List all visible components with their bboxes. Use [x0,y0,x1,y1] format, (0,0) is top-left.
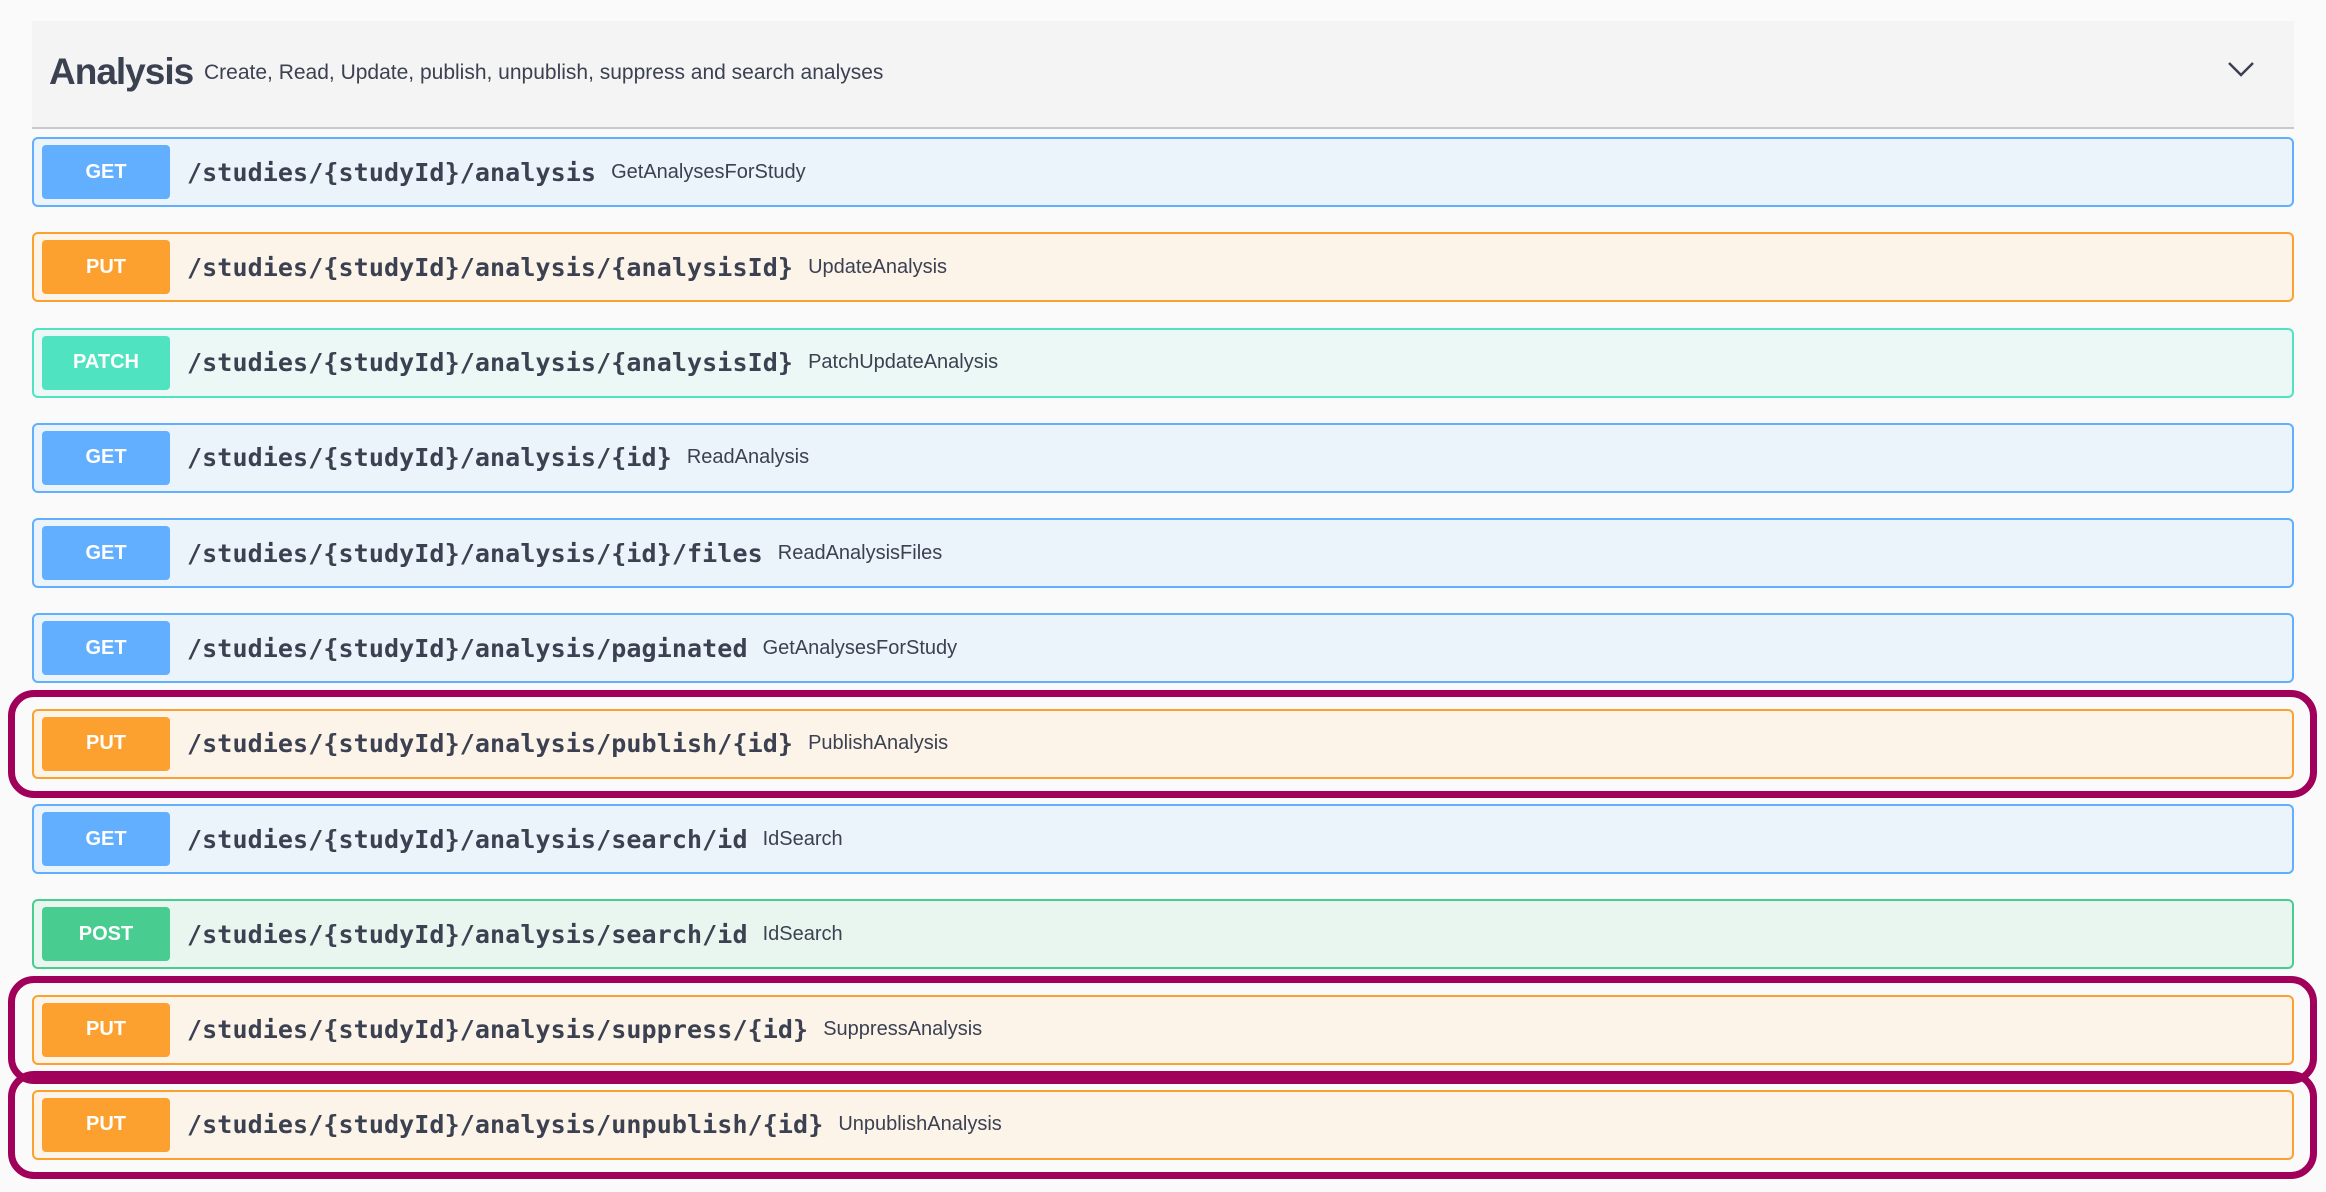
endpoint-summary: PatchUpdateAnalysis [808,351,999,374]
endpoint-summary: GetAnalysesForStudy [611,160,806,183]
section-header-analysis[interactable]: Analysis Create, Read, Update, publish, … [32,21,2294,129]
endpoint-summary: GetAnalysesForStudy [762,636,958,659]
endpoint-row[interactable]: PUT/studies/{studyId}/analysis/unpublish… [8,1070,2317,1179]
endpoint-row[interactable]: GET/studies/{studyId}/analysis/paginated… [32,613,2294,684]
endpoint-path: /studies/{studyId}/analysis/suppress/{id… [187,1015,809,1045]
method-badge: GET [42,145,170,199]
endpoint-path: /studies/{studyId}/analysis/{id} [187,443,672,473]
endpoint-path: /studies/{studyId}/analysis/{id}/files [187,538,763,568]
endpoint-row[interactable]: GET/studies/{studyId}/analysis/search/id… [32,804,2294,875]
method-badge: POST [42,907,170,962]
endpoint-summary: ReadAnalysis [686,446,810,469]
endpoint-summary: PublishAnalysis [808,732,949,755]
endpoint-row[interactable]: GET/studies/{studyId}/analysis/{id}/file… [32,518,2294,589]
method-badge: PUT [42,1002,170,1057]
method-badge: GET [42,812,170,867]
method-badge: PUT [42,240,170,295]
method-badge: GET [42,526,170,581]
endpoint-row[interactable]: PUT/studies/{studyId}/analysis/publish/{… [8,689,2317,798]
endpoint-summary: UnpublishAnalysis [838,1113,1002,1136]
endpoint-row[interactable]: PATCH/studies/{studyId}/analysis/{analys… [32,327,2294,398]
endpoint-path: /studies/{studyId}/analysis/publish/{id} [187,729,794,759]
endpoint-path: /studies/{studyId}/analysis/{analysisId} [187,252,794,282]
method-badge: GET [42,430,170,485]
method-badge: PATCH [42,335,170,390]
method-badge: PUT [42,716,170,771]
method-badge: PUT [42,1097,170,1152]
endpoint-path: /studies/{studyId}/analysis/{analysisId} [187,348,794,378]
endpoint-summary: SuppressAnalysis [823,1018,983,1041]
endpoint-row[interactable]: PUT/studies/{studyId}/analysis/suppress/… [8,975,2317,1084]
endpoint-path: /studies/{studyId}/analysis/unpublish/{i… [187,1110,824,1140]
endpoint-path: /studies/{studyId}/analysis [187,157,597,187]
endpoint-row[interactable]: GET/studies/{studyId}/analysis GetAnalyse… [32,137,2294,207]
endpoint-path: /studies/{studyId}/analysis/search/id [187,919,748,949]
section-description: Create, Read, Update, publish, unpublish… [204,61,884,84]
endpoint-row[interactable]: PUT/studies/{studyId}/analysis/{analysis… [32,232,2294,303]
endpoint-list: GET/studies/{studyId}/analysis GetAnalyse… [8,137,2317,1185]
method-badge: GET [42,621,170,676]
endpoint-summary: IdSearch [762,922,843,945]
chevron-down-icon[interactable] [2226,59,2256,79]
endpoint-row[interactable]: GET/studies/{studyId}/analysis/{id} ReadA… [32,422,2294,493]
section-title: Analysis [49,51,194,92]
endpoint-path: /studies/{studyId}/analysis/search/id [187,824,748,854]
endpoint-path: /studies/{studyId}/analysis/paginated [187,633,748,663]
endpoint-summary: IdSearch [762,827,843,850]
endpoint-row[interactable]: POST/studies/{studyId}/analysis/search/i… [32,899,2294,970]
endpoint-summary: UpdateAnalysis [808,255,948,278]
endpoint-summary: ReadAnalysisFiles [777,541,943,564]
